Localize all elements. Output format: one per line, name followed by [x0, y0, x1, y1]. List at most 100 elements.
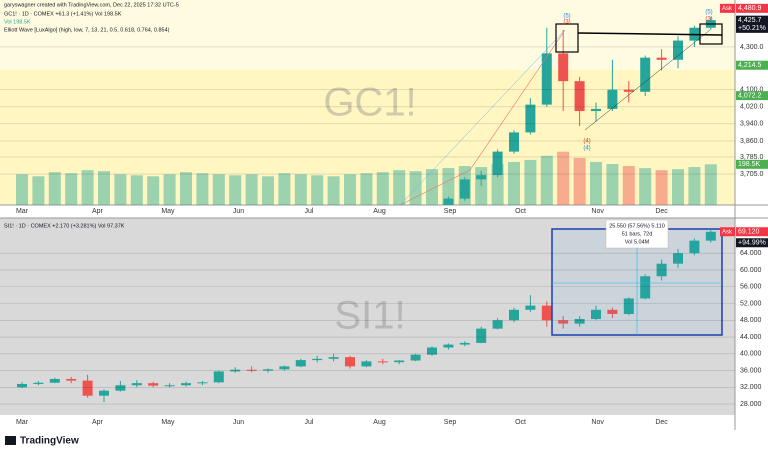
change-label: +50.21% — [738, 25, 766, 32]
y-tick-label: 3,860.0 — [740, 138, 763, 145]
plot — [17, 230, 716, 403]
candle-body — [115, 385, 126, 391]
volume-bar — [16, 174, 28, 205]
x-tick-label: Aug — [373, 419, 386, 426]
x-tick-label: Jun — [233, 419, 244, 426]
volume-bar — [344, 174, 356, 205]
volume-bar — [327, 176, 340, 205]
measure-text: 25.550 (57.56%) 5.110 — [609, 223, 665, 229]
volume-bar — [130, 175, 143, 205]
candle-body — [410, 354, 421, 361]
candle-body — [607, 89, 618, 109]
x-tick-label: Oct — [515, 208, 526, 215]
volume-bar — [606, 164, 619, 205]
volume-bar — [508, 161, 520, 205]
connector — [577, 32, 723, 36]
wave-line — [584, 29, 711, 131]
volume-bar — [212, 174, 225, 205]
wave-line — [399, 29, 566, 206]
y-tick-label: 36.000 — [740, 367, 762, 374]
candle-body — [673, 40, 683, 60]
band — [0, 0, 735, 70]
wave-line — [399, 29, 566, 206]
price-label: 4,425.7 — [738, 17, 761, 24]
logo — [5, 436, 16, 445]
candle-body — [82, 380, 93, 396]
tag-box — [720, 3, 735, 13]
candle-body — [443, 198, 454, 205]
candle-body — [328, 357, 339, 359]
change-box — [736, 23, 768, 33]
volume-bar — [360, 173, 373, 205]
candle-body — [131, 383, 142, 386]
candle-body — [558, 53, 569, 82]
x-tick-label: Mar — [16, 208, 29, 215]
indicator-line: Elliott Wave [LuxAlgo] (high, low, 7, 13… — [4, 27, 170, 33]
x-tick-label: Oct — [515, 419, 526, 426]
price-tag: Ask — [722, 229, 733, 235]
candle-body — [574, 319, 585, 324]
candle-body — [673, 253, 683, 264]
candle-body — [295, 360, 306, 367]
volume-bar — [32, 176, 45, 205]
price-label-box — [736, 3, 768, 13]
volume-bar — [311, 175, 324, 205]
volume-line: Vol 198.5K — [4, 19, 31, 25]
candle-body — [525, 104, 536, 133]
candle-body — [33, 382, 44, 384]
symbol-line: GC1! · 1D · COMEX +61.3 (+1.41%) Vol 198… — [4, 11, 122, 17]
candle-body — [705, 231, 716, 241]
volume-bar — [409, 171, 422, 205]
volume-bar — [590, 161, 602, 205]
candle-body — [427, 347, 437, 355]
price-label-box — [736, 227, 768, 237]
candle-body — [623, 298, 634, 314]
price-label-box — [736, 91, 768, 101]
box — [555, 23, 579, 53]
candle-body — [656, 263, 667, 277]
volume-bar — [426, 169, 438, 205]
wave-label: (4) — [583, 139, 590, 145]
candle-body — [148, 383, 159, 386]
volume-label-box — [736, 159, 768, 169]
candle-body — [459, 342, 470, 345]
y-tick-label: 52.000 — [740, 300, 762, 307]
y-tick-label: 44.000 — [740, 334, 762, 341]
price-label: 4,072.2 — [738, 92, 761, 99]
candle-body — [312, 358, 323, 361]
candle-body — [345, 357, 355, 367]
candle-body — [574, 81, 585, 112]
watermark: SI1! — [334, 294, 405, 338]
volume-bar — [393, 170, 406, 205]
wave-label: (5) — [705, 10, 712, 16]
candle-body — [541, 305, 552, 321]
y-tick-label: 32.000 — [740, 384, 762, 391]
x-tick-label: Jul — [305, 208, 314, 215]
price-label: 4,214.5 — [738, 62, 761, 69]
y-tick-label: 40.000 — [740, 351, 762, 358]
candle-body — [591, 309, 601, 320]
volume-bar — [376, 172, 389, 205]
price-label-box — [736, 15, 768, 25]
x-tick-label: Apr — [92, 208, 104, 215]
candle-body — [459, 179, 470, 199]
volume-bar — [81, 170, 94, 205]
x-tick-label: May — [161, 419, 175, 426]
footer-brand: TradingView — [20, 436, 79, 447]
volume-bar — [163, 174, 176, 205]
x-tick-label: Jul — [305, 419, 314, 426]
y-tick-label: 4,020.0 — [740, 104, 763, 111]
candle-body — [394, 360, 405, 363]
volume-bar — [294, 174, 307, 205]
volume-bar — [48, 172, 61, 205]
candle-body — [509, 309, 519, 321]
candle-body — [17, 383, 27, 388]
x-tick-label: Sep — [444, 419, 457, 426]
tag-box — [720, 227, 735, 237]
x-tick-label: Dec — [655, 419, 668, 426]
candle-body — [279, 366, 290, 370]
volume-bar — [573, 157, 586, 205]
candle-body — [476, 328, 487, 343]
volume-bar — [655, 170, 668, 205]
candle-body — [689, 240, 700, 254]
